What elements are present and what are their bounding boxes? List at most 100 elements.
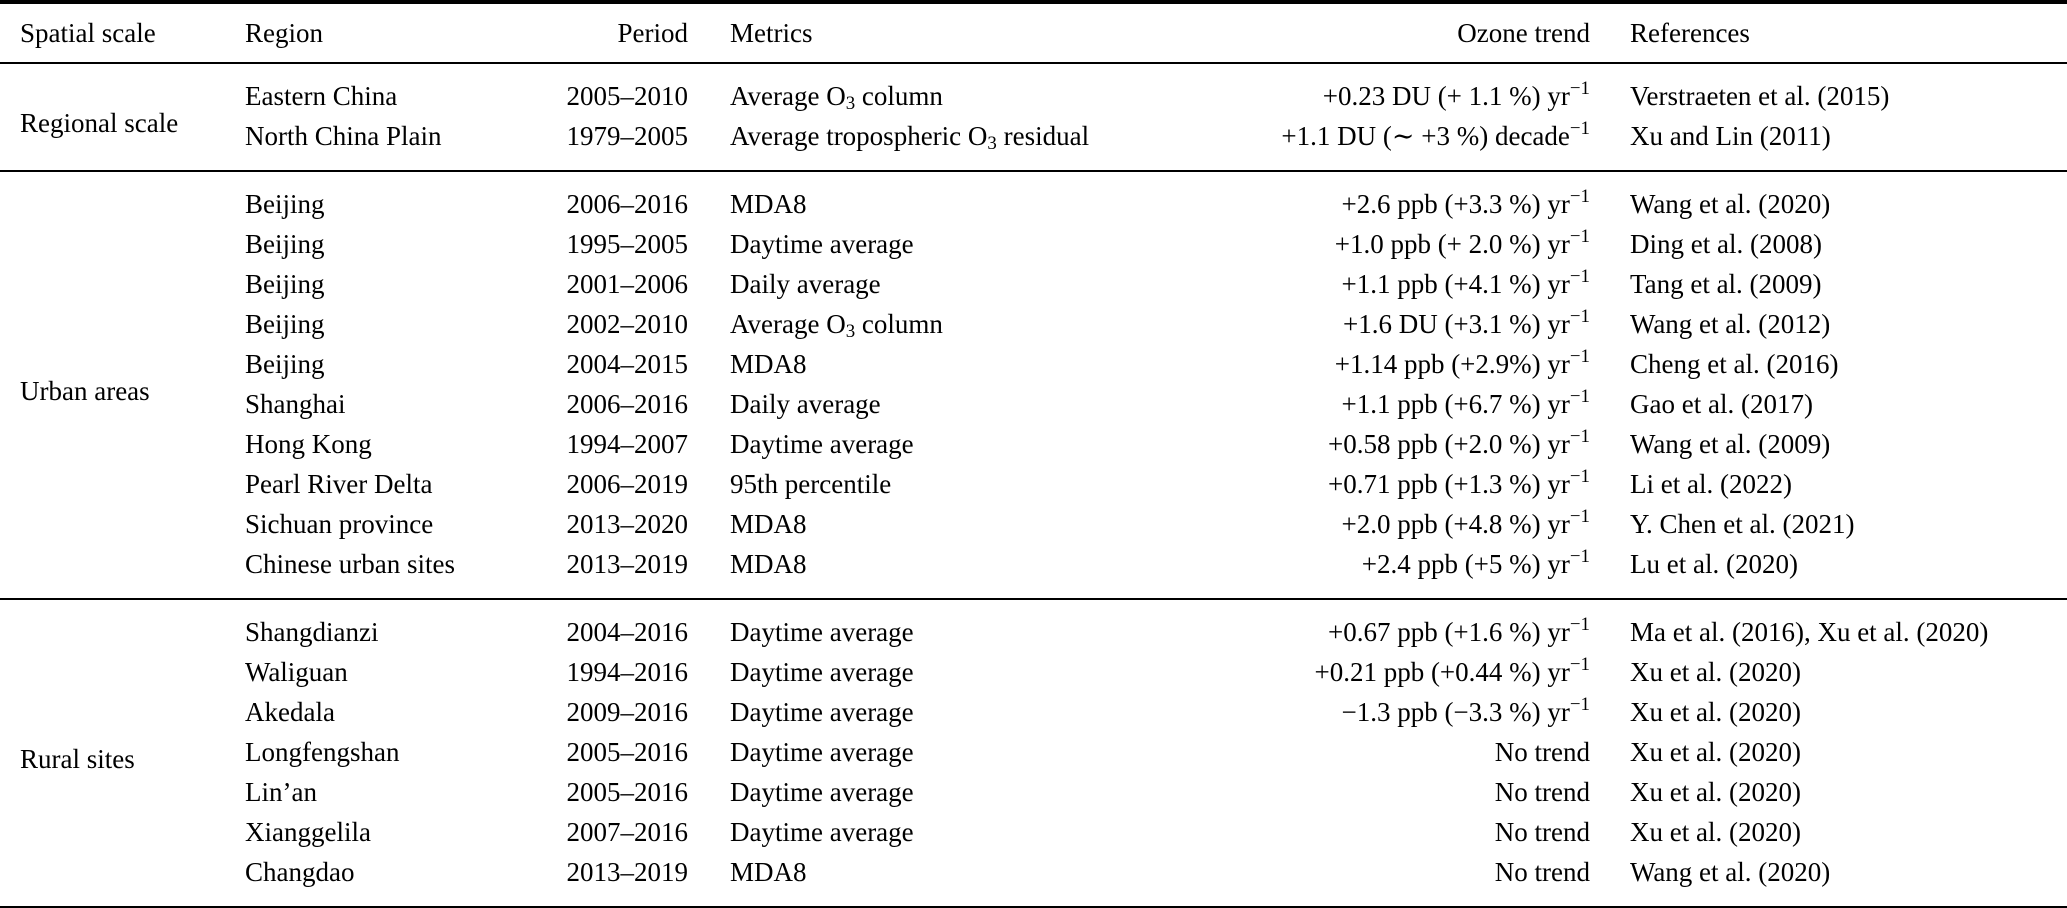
period-cell: 2005–2016	[566, 736, 689, 767]
col-header-metrics: Metrics	[730, 17, 813, 48]
metric-cell: Daytime average	[730, 616, 914, 647]
table-row: Lin’an 2005–2016 Daytime average No tren…	[0, 772, 2067, 812]
table-row: Regional scale Eastern China 2005–2010 A…	[0, 63, 2067, 137]
period-cell: 2001–2006	[566, 268, 689, 299]
metric-cell: MDA8	[730, 548, 807, 579]
reference-cell: Wang et al. (2009)	[1630, 428, 1831, 459]
period-cell: 2002–2010	[566, 308, 689, 339]
trend-cell: +0.58 ppb (+2.0 %) yr−1	[1327, 426, 1590, 459]
period-cell: 2013–2019	[566, 548, 689, 579]
reference-cell: Ding et al. (2008)	[1630, 228, 1822, 259]
table-header-row: Spatial scale Region Period Metrics Ozon…	[0, 2, 2067, 63]
period-cell: 2013–2020	[566, 508, 689, 539]
region-cell: Xianggelila	[245, 816, 371, 847]
period-cell: 2006–2016	[566, 388, 689, 419]
period-cell: 2013–2019	[566, 856, 689, 887]
table-row: Pearl River Delta 2006–2019 95th percent…	[0, 464, 2067, 504]
reference-cell: Wang et al. (2020)	[1630, 856, 1831, 887]
period-cell: 2004–2016	[566, 616, 689, 647]
region-cell: Longfengshan	[245, 736, 400, 767]
col-header-ozone-trend: Ozone trend	[1457, 17, 1590, 48]
reference-cell: Xu et al. (2020)	[1630, 736, 1801, 767]
trend-cell: +0.67 ppb (+1.6 %) yr−1	[1327, 614, 1590, 647]
metric-cell: Daytime average	[730, 656, 914, 687]
metric-cell: MDA8	[730, 856, 807, 887]
group-rural-sites: Rural sites Shangdianzi 2004–2016 Daytim…	[0, 599, 2067, 908]
region-cell: Chinese urban sites	[245, 548, 455, 579]
trend-cell: +1.1 ppb (+4.1 %) yr−1	[1341, 266, 1590, 299]
table-row: Shanghai 2006–2016 Daily average +1.1 pp…	[0, 384, 2067, 424]
period-cell: 2006–2016	[566, 188, 689, 219]
metric-cell: MDA8	[730, 508, 807, 539]
table-row: Xianggelila 2007–2016 Daytime average No…	[0, 812, 2067, 852]
metric-cell: Daily average	[730, 268, 881, 299]
region-cell: Eastern China	[245, 80, 398, 111]
period-cell: 1995–2005	[566, 228, 689, 259]
table-row: Waliguan 1994–2016 Daytime average +0.21…	[0, 652, 2067, 692]
region-cell: Beijing	[245, 308, 325, 339]
trend-cell: No trend	[1494, 816, 1590, 847]
metric-cell: Average O3 column	[730, 80, 943, 115]
reference-cell: Tang et al. (2009)	[1630, 268, 1822, 299]
table-row: Longfengshan 2005–2016 Daytime average N…	[0, 732, 2067, 772]
trend-cell: +1.14 ppb (+2.9%) yr−1	[1334, 346, 1590, 379]
table-row: Hong Kong 1994–2007 Daytime average +0.5…	[0, 424, 2067, 464]
col-header-references: References	[1630, 17, 1750, 48]
table-row: Rural sites Shangdianzi 2004–2016 Daytim…	[0, 599, 2067, 773]
col-header-spatial-scale: Spatial scale	[20, 17, 156, 48]
period-cell: 2007–2016	[566, 816, 689, 847]
metric-cell: 95th percentile	[730, 468, 892, 499]
trend-cell: +0.23 DU (+ 1.1 %) yr−1	[1322, 78, 1590, 111]
region-cell: Beijing	[245, 228, 325, 259]
trend-cell: No trend	[1494, 856, 1590, 887]
region-cell: Shanghai	[245, 388, 346, 419]
reference-cell: Xu et al. (2020)	[1630, 776, 1801, 807]
group-urban-areas: Urban areas Beijing 2006–2016 MDA8 +2.6 …	[0, 171, 2067, 599]
table-row: North China Plain 1979–2005 Average trop…	[0, 116, 2067, 171]
trend-cell: +2.6 ppb (+3.3 %) yr−1	[1341, 186, 1590, 219]
trend-cell: +1.6 DU (+3.1 %) yr−1	[1342, 306, 1590, 339]
region-cell: North China Plain	[245, 120, 442, 151]
reference-cell: Y. Chen et al. (2021)	[1630, 508, 1855, 539]
trend-cell: +1.1 ppb (+6.7 %) yr−1	[1341, 386, 1590, 419]
trend-cell: +0.71 ppb (+1.3 %) yr−1	[1327, 466, 1590, 499]
reference-cell: Ma et al. (2016), Xu et al. (2020)	[1630, 616, 1989, 647]
region-cell: Sichuan province	[245, 508, 434, 539]
reference-cell: Xu et al. (2020)	[1630, 656, 1801, 687]
table-row: Akedala 2009–2016 Daytime average −1.3 p…	[0, 692, 2067, 732]
trend-cell: +1.0 ppb (+ 2.0 %) yr−1	[1334, 226, 1590, 259]
trend-cell: −1.3 ppb (−3.3 %) yr−1	[1341, 694, 1590, 727]
trend-cell: +1.1 DU (∼ +3 %) decade−1	[1281, 118, 1590, 151]
reference-cell: Xu et al. (2020)	[1630, 696, 1801, 727]
reference-cell: Xu et al. (2020)	[1630, 816, 1801, 847]
table-row: Beijing 1995–2005 Daytime average +1.0 p…	[0, 224, 2067, 264]
region-cell: Beijing	[245, 188, 325, 219]
region-cell: Pearl River Delta	[245, 468, 433, 499]
reference-cell: Verstraeten et al. (2015)	[1630, 80, 1890, 111]
period-cell: 2004–2015	[566, 348, 689, 379]
trend-cell: No trend	[1494, 776, 1590, 807]
trend-cell: +2.0 ppb (+4.8 %) yr−1	[1341, 506, 1590, 539]
trend-cell: +0.21 ppb (+0.44 %) yr−1	[1314, 654, 1590, 687]
region-cell: Beijing	[245, 268, 325, 299]
region-cell: Beijing	[245, 348, 325, 379]
table-row: Beijing 2004–2015 MDA8 +1.14 ppb (+2.9%)…	[0, 344, 2067, 384]
region-cell: Akedala	[245, 696, 335, 727]
period-cell: 2005–2016	[566, 776, 689, 807]
period-cell: 1994–2016	[566, 656, 689, 687]
reference-cell: Cheng et al. (2016)	[1630, 348, 1839, 379]
trend-cell: No trend	[1494, 736, 1590, 767]
scale-group-label: Regional scale	[20, 107, 179, 138]
trend-cell: +2.4 ppb (+5 %) yr−1	[1361, 546, 1590, 579]
reference-cell: Wang et al. (2012)	[1630, 308, 1831, 339]
table-row: Beijing 2002–2010 Average O3 column +1.6…	[0, 304, 2067, 344]
region-cell: Changdao	[245, 856, 355, 887]
region-cell: Waliguan	[245, 656, 348, 687]
scale-group-label: Urban areas	[20, 375, 150, 406]
metric-cell: Daytime average	[730, 816, 914, 847]
metric-cell: MDA8	[730, 348, 807, 379]
reference-cell: Xu and Lin (2011)	[1630, 120, 1831, 151]
period-cell: 1994–2007	[566, 428, 689, 459]
metric-cell: Average O3 column	[730, 308, 943, 343]
reference-cell: Gao et al. (2017)	[1630, 388, 1813, 419]
